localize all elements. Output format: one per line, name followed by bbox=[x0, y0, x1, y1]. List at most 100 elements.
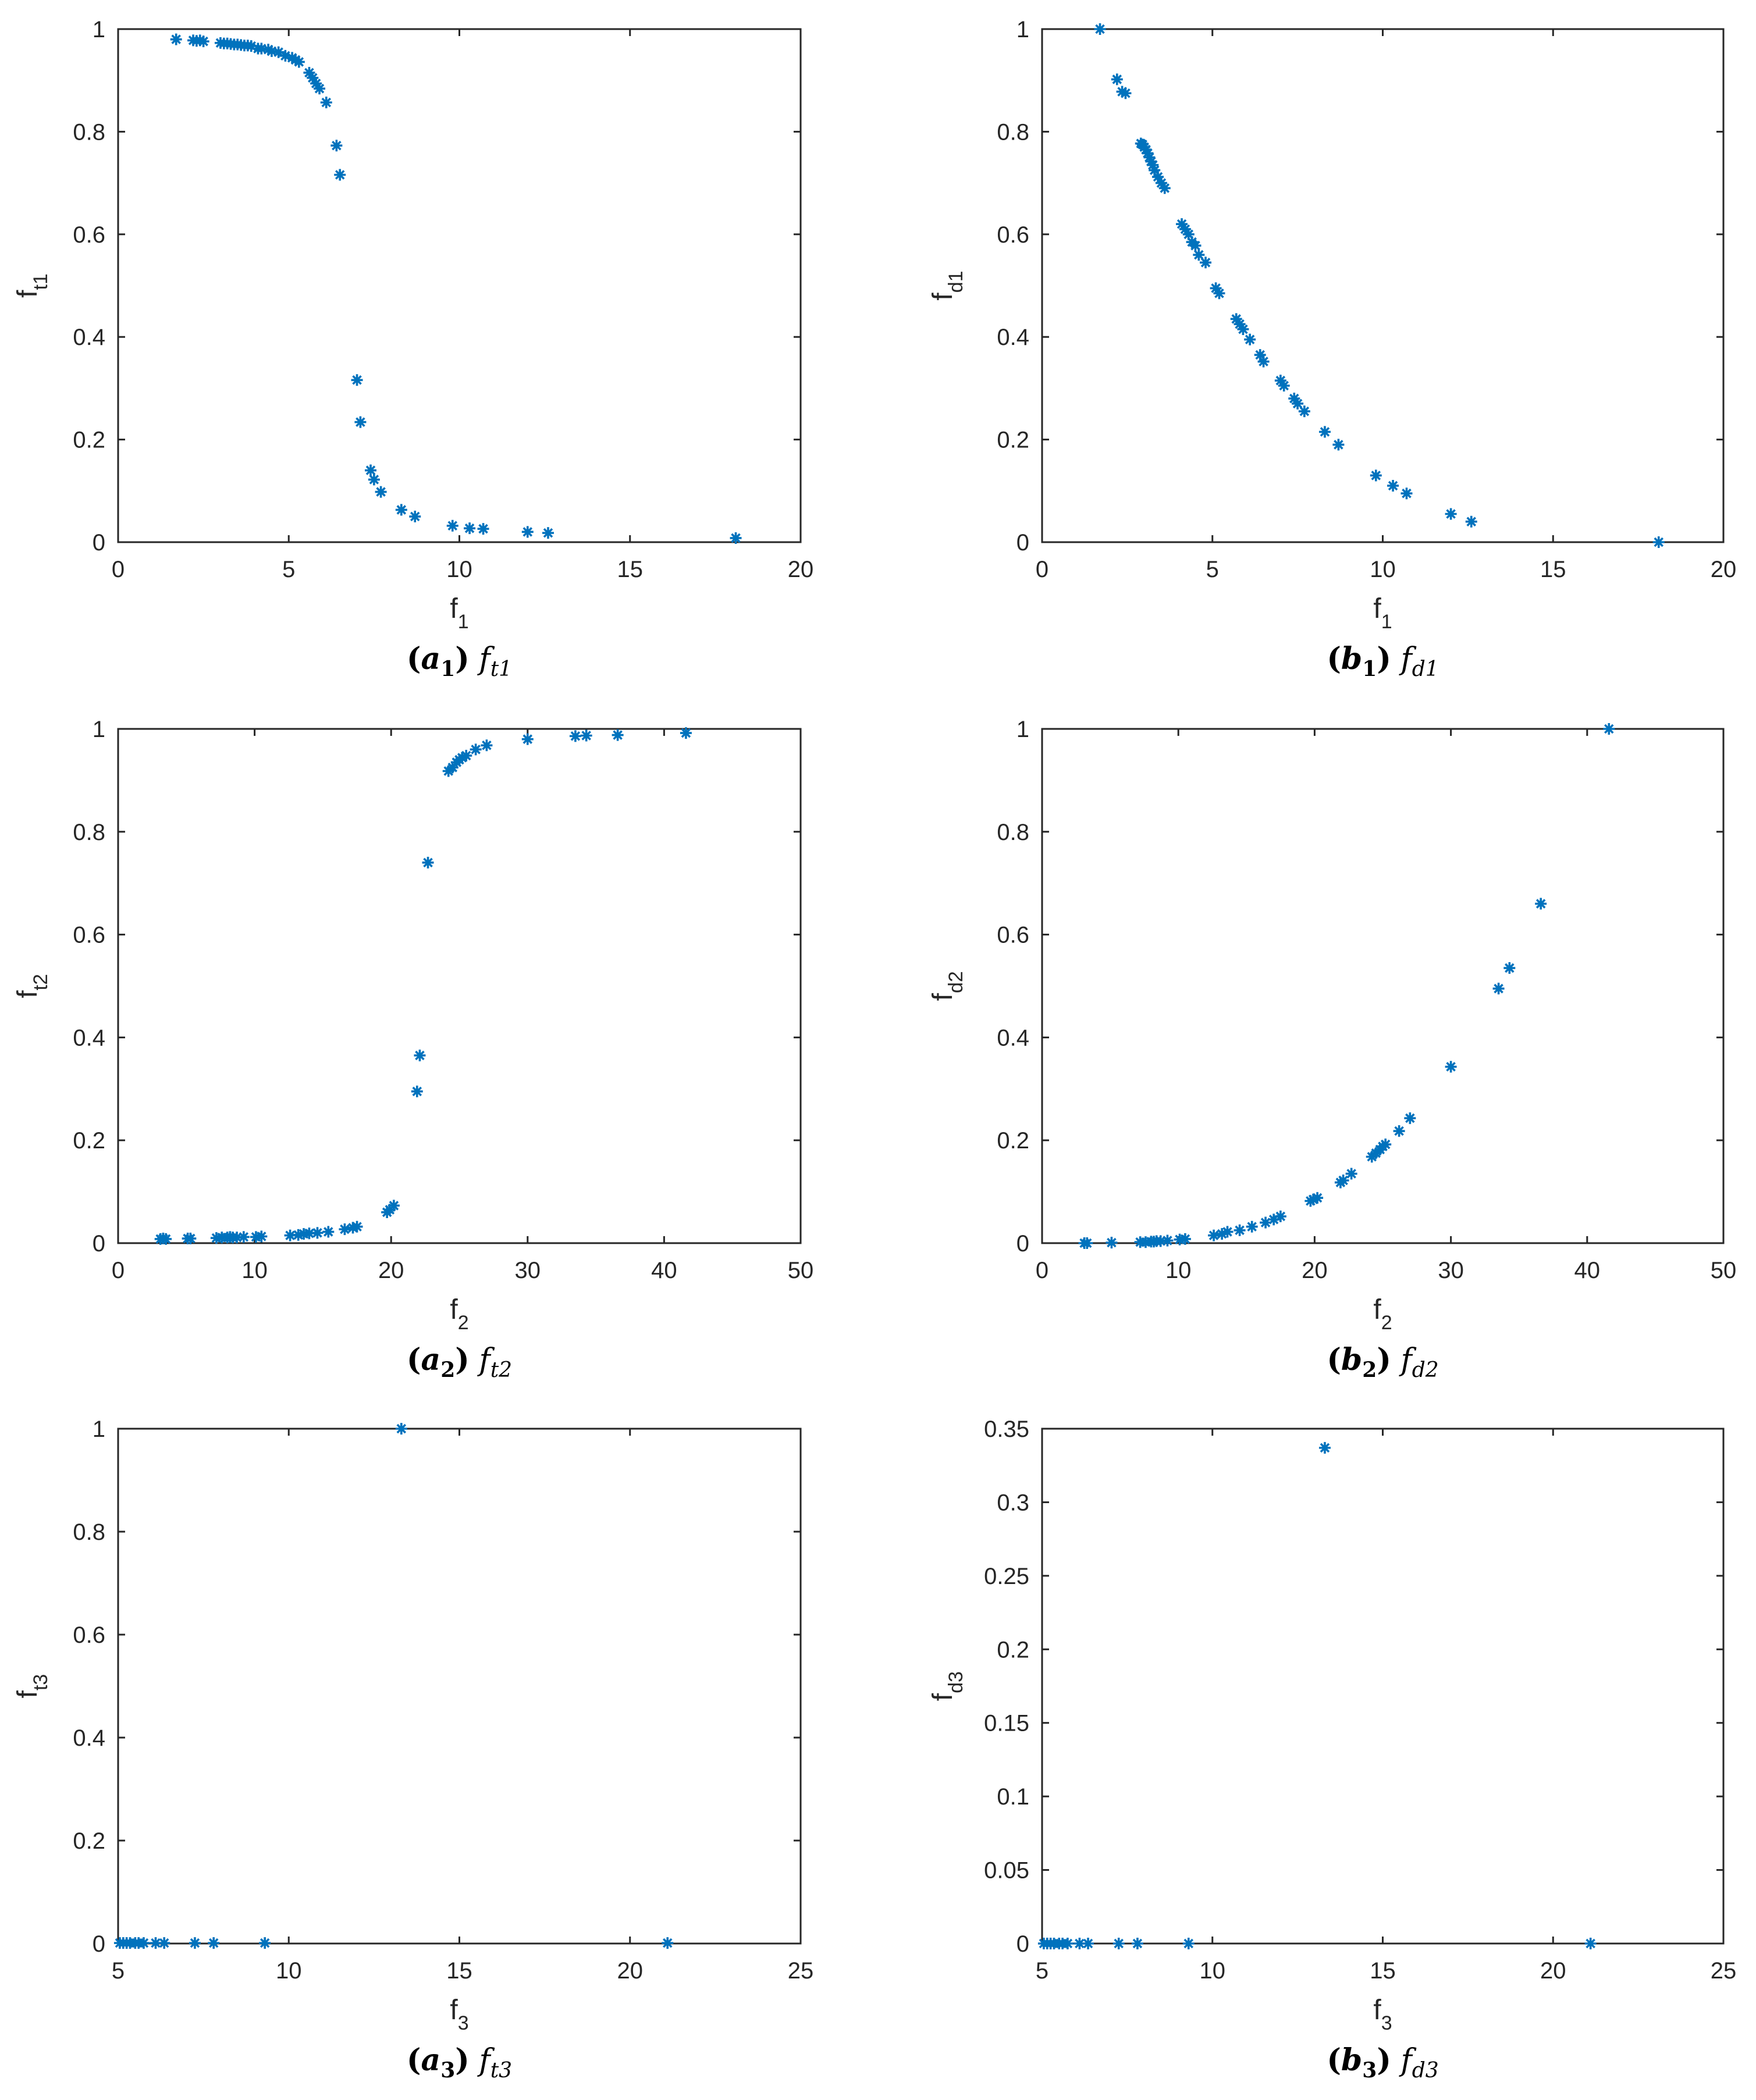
y-tick-label: 0.6 bbox=[997, 923, 1029, 948]
data-point bbox=[1182, 1938, 1195, 1949]
data-point bbox=[160, 1233, 172, 1245]
y-tick-label: 0.2 bbox=[73, 1128, 105, 1154]
data-point bbox=[1094, 23, 1106, 35]
data-point bbox=[375, 486, 387, 498]
panel-b3: 5 10 15 20 25 0 0.05 0.1 0.15 0.2 0.25 0.3 0.35 f3 fd3… bbox=[927, 1416, 1736, 2083]
x-tick-label: 10 bbox=[446, 557, 472, 582]
data-point bbox=[446, 519, 458, 532]
data-point bbox=[303, 1227, 315, 1240]
data-point bbox=[1257, 355, 1270, 368]
data-point bbox=[1210, 282, 1222, 294]
y-tick-label: 0.6 bbox=[73, 1622, 105, 1648]
data-point bbox=[1445, 1060, 1457, 1073]
data-point bbox=[1147, 159, 1159, 171]
data-point bbox=[1246, 1220, 1258, 1233]
data-point bbox=[1307, 1193, 1320, 1205]
data-point bbox=[1179, 1233, 1191, 1245]
x-tick-label: 20 bbox=[617, 1958, 644, 1984]
data-point bbox=[1234, 1224, 1246, 1236]
data-point bbox=[1149, 164, 1161, 176]
data-point bbox=[1230, 313, 1242, 325]
panel-caption: (b1) fd1 bbox=[1327, 641, 1438, 681]
data-point bbox=[1278, 379, 1290, 391]
data-point bbox=[1152, 171, 1164, 183]
x-tick-label: 15 bbox=[1540, 557, 1566, 582]
y-tick-label: 0.1 bbox=[997, 1784, 1029, 1810]
data-point bbox=[422, 856, 434, 869]
x-tick-label: 0 bbox=[1036, 557, 1048, 582]
data-point bbox=[1116, 86, 1128, 98]
x-axis-label: f2 bbox=[450, 1294, 468, 1334]
y-tick-label: 0.6 bbox=[73, 923, 105, 948]
y-tick-label: 0.4 bbox=[997, 1025, 1029, 1051]
y-tick-label: 0.2 bbox=[997, 428, 1029, 453]
y-tick-label: 0.4 bbox=[997, 325, 1029, 350]
y-tick-label: 0.05 bbox=[984, 1858, 1029, 1884]
plot-frame bbox=[117, 728, 802, 1244]
data-point bbox=[365, 464, 377, 476]
data-point bbox=[245, 40, 257, 52]
data-point bbox=[334, 169, 346, 181]
data-point bbox=[255, 1230, 268, 1243]
y-tick-label: 1 bbox=[1016, 717, 1029, 742]
data-point bbox=[395, 1423, 407, 1435]
data-point bbox=[1584, 1938, 1597, 1949]
y-tick-label: 0.8 bbox=[73, 820, 105, 845]
y-tick-label: 0.2 bbox=[73, 428, 105, 453]
data-point bbox=[1208, 1229, 1220, 1241]
data-point bbox=[351, 1220, 363, 1233]
data-point bbox=[1155, 177, 1167, 189]
data-point bbox=[137, 1937, 150, 1949]
data-point bbox=[612, 729, 624, 741]
y-axis-label: ft1 bbox=[12, 273, 52, 298]
data-point bbox=[279, 49, 292, 62]
y-tick-label: 0.8 bbox=[997, 119, 1029, 145]
data-point bbox=[388, 1200, 400, 1212]
data-point bbox=[1445, 508, 1457, 520]
x-tick-label: 5 bbox=[1036, 1958, 1048, 1984]
data-point bbox=[322, 1226, 335, 1238]
y-tick-label: 1 bbox=[93, 17, 105, 42]
x-tick-label: 25 bbox=[788, 1958, 814, 1984]
data-point bbox=[1142, 147, 1154, 159]
data-point bbox=[1200, 257, 1212, 269]
data-point bbox=[680, 727, 692, 739]
y-tick-label: 0.4 bbox=[73, 1025, 105, 1051]
x-tick-label: 10 bbox=[276, 1958, 302, 1984]
data-point bbox=[1189, 240, 1202, 252]
data-point bbox=[662, 1937, 674, 1949]
data-point bbox=[272, 46, 285, 58]
data-point bbox=[1370, 469, 1382, 482]
x-tick-label: 30 bbox=[1438, 1258, 1464, 1283]
data-point bbox=[409, 510, 421, 522]
data-point bbox=[1112, 1938, 1125, 1949]
panel-a1: 0 5 10 15 20 0 0.2 0.4 0.6 0.8 1 f1 ft1 (a1) ft1 bbox=[12, 17, 813, 681]
y-tick-label: 0.2 bbox=[997, 1128, 1029, 1154]
x-tick-label: 50 bbox=[1711, 1258, 1737, 1283]
panel-caption: (b3) fd3 bbox=[1327, 2042, 1438, 2083]
data-point bbox=[456, 752, 468, 764]
data-point bbox=[1268, 1213, 1280, 1226]
x-axis-label: f1 bbox=[450, 593, 468, 633]
y-tick-label: 0.2 bbox=[73, 1828, 105, 1854]
data-point bbox=[1237, 323, 1249, 335]
y-tick-label: 0.25 bbox=[984, 1564, 1029, 1589]
data-point bbox=[1274, 1211, 1286, 1223]
data-point bbox=[395, 504, 407, 516]
data-point bbox=[1143, 151, 1156, 163]
y-axis-label: fd3 bbox=[927, 1671, 967, 1701]
y-tick-label: 0.35 bbox=[984, 1416, 1029, 1442]
panel-caption: (b2) fd2 bbox=[1327, 1342, 1438, 1382]
data-point bbox=[320, 97, 332, 109]
panel-caption: (a3) ft3 bbox=[407, 2042, 512, 2083]
data-point bbox=[481, 739, 493, 752]
data-point bbox=[1111, 73, 1123, 86]
y-tick-label: 0.15 bbox=[984, 1711, 1029, 1736]
data-point bbox=[1179, 223, 1191, 235]
data-point bbox=[1131, 1938, 1143, 1949]
data-point bbox=[314, 83, 326, 95]
y-axis-label: fd2 bbox=[927, 971, 967, 1001]
data-point bbox=[470, 743, 482, 756]
y-tick-label: 0.6 bbox=[997, 222, 1029, 248]
